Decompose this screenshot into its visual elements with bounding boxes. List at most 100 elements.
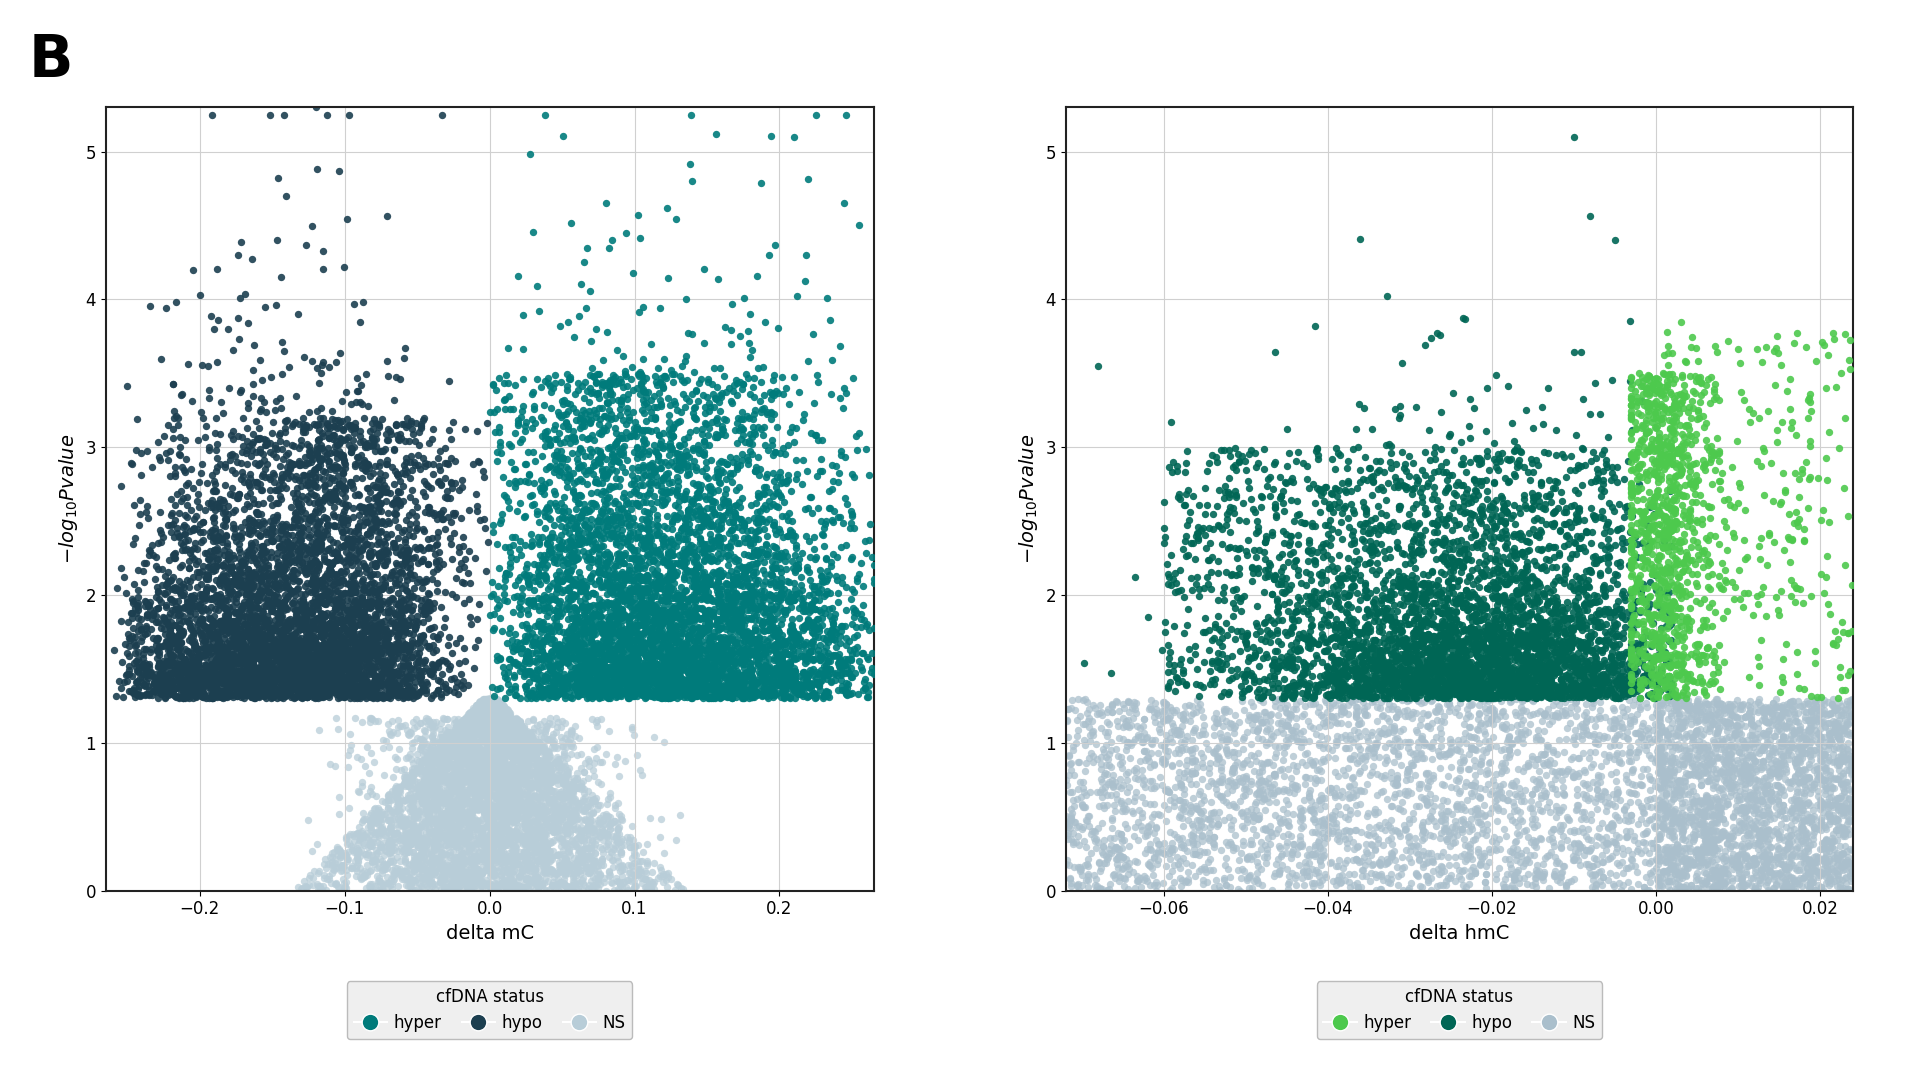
- Point: [338, 620, 369, 637]
- Point: [198, 529, 228, 546]
- Point: [1488, 608, 1519, 626]
- Point: [1484, 557, 1515, 574]
- Point: [157, 675, 188, 692]
- Point: [676, 689, 707, 706]
- Point: [470, 862, 501, 879]
- Point: [1139, 756, 1169, 774]
- Point: [472, 733, 503, 750]
- Point: [248, 557, 278, 574]
- Point: [1644, 558, 1674, 575]
- Point: [1371, 748, 1402, 765]
- Point: [1668, 692, 1699, 709]
- Point: [580, 471, 611, 488]
- Point: [1488, 624, 1519, 642]
- Point: [1478, 704, 1509, 721]
- Point: [588, 832, 618, 849]
- Point: [532, 665, 563, 682]
- Point: [324, 442, 355, 459]
- Point: [315, 641, 346, 658]
- Point: [119, 685, 150, 702]
- Point: [1715, 831, 1745, 848]
- Point: [530, 785, 561, 803]
- Point: [714, 513, 745, 530]
- Point: [1494, 644, 1524, 661]
- Point: [778, 620, 808, 637]
- Point: [1716, 707, 1747, 724]
- Point: [1565, 837, 1596, 854]
- Point: [645, 687, 676, 704]
- Point: [1653, 584, 1684, 601]
- Point: [146, 657, 177, 674]
- Point: [438, 726, 468, 744]
- Point: [1528, 636, 1559, 653]
- Point: [444, 812, 474, 829]
- Point: [499, 677, 530, 694]
- Point: [1452, 690, 1482, 707]
- Point: [1574, 613, 1605, 630]
- Point: [1534, 665, 1565, 682]
- Point: [265, 575, 296, 592]
- Point: [593, 849, 624, 866]
- Point: [620, 653, 651, 671]
- Point: [1617, 615, 1647, 632]
- Point: [595, 603, 626, 620]
- Point: [315, 627, 346, 644]
- Point: [442, 782, 472, 799]
- Point: [349, 680, 380, 697]
- Point: [495, 824, 526, 841]
- Point: [359, 649, 390, 666]
- Point: [340, 575, 371, 592]
- Point: [367, 664, 397, 681]
- Point: [1396, 588, 1427, 605]
- Point: [1697, 861, 1728, 878]
- Point: [1476, 627, 1507, 644]
- Point: [284, 684, 315, 701]
- Point: [363, 529, 394, 546]
- Point: [553, 502, 584, 519]
- Point: [1620, 524, 1651, 541]
- Point: [1782, 783, 1812, 800]
- Point: [1768, 810, 1799, 827]
- Point: [1726, 798, 1757, 815]
- Point: [332, 866, 363, 883]
- Point: [1544, 762, 1574, 779]
- Point: [207, 620, 238, 637]
- Point: [357, 638, 388, 656]
- Point: [1476, 710, 1507, 727]
- Point: [461, 744, 492, 761]
- Point: [522, 826, 553, 843]
- Point: [526, 844, 557, 862]
- Point: [799, 618, 829, 635]
- Point: [1486, 764, 1517, 781]
- Point: [516, 723, 547, 740]
- Point: [1344, 716, 1375, 733]
- Point: [1248, 714, 1279, 731]
- Point: [1818, 690, 1849, 707]
- Point: [311, 509, 342, 526]
- Point: [1667, 465, 1697, 482]
- Point: [1816, 695, 1847, 712]
- Point: [651, 592, 682, 609]
- Point: [180, 638, 211, 656]
- Point: [417, 714, 447, 731]
- Point: [1152, 702, 1183, 719]
- Point: [482, 807, 513, 824]
- Point: [563, 877, 593, 894]
- Point: [1592, 561, 1622, 578]
- Point: [607, 838, 637, 855]
- Point: [1373, 752, 1404, 769]
- Point: [223, 688, 253, 705]
- Point: [668, 597, 699, 614]
- Point: [1165, 706, 1196, 723]
- Point: [516, 740, 547, 758]
- Point: [1436, 548, 1467, 565]
- Point: [474, 693, 505, 710]
- Point: [682, 484, 712, 501]
- Point: [422, 877, 453, 894]
- Point: [480, 707, 511, 724]
- Point: [1164, 831, 1194, 848]
- Point: [660, 587, 691, 604]
- Point: [321, 678, 351, 695]
- Point: [528, 782, 559, 799]
- Point: [200, 673, 230, 690]
